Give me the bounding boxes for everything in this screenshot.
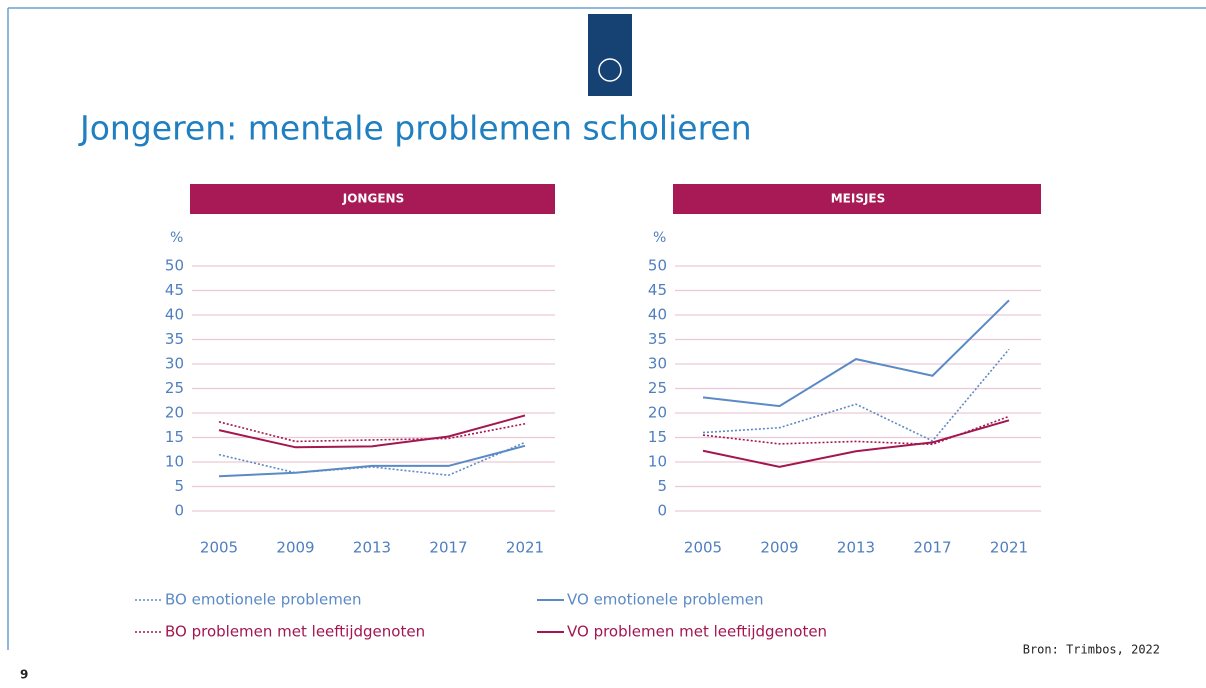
logo-emblem <box>598 58 622 82</box>
legend-label: VO emotionele problemen <box>567 591 764 609</box>
y-tick-label: 50 <box>165 257 184 275</box>
y-tick-label: 50 <box>648 257 667 275</box>
x-tick-label: 2021 <box>990 539 1028 557</box>
legend-label: VO problemen met leeftijdgenoten <box>567 623 827 641</box>
series-line <box>218 414 526 449</box>
logo <box>588 14 632 96</box>
y-tick-label: 5 <box>657 477 667 495</box>
y-tick-label: 5 <box>174 477 184 495</box>
panel-title: MEISJES <box>831 192 886 206</box>
y-tick-label: 20 <box>648 404 667 422</box>
y-tick-label: 0 <box>657 502 667 520</box>
y-tick-label: 35 <box>648 330 667 348</box>
legend-label: BO emotionele problemen <box>165 591 362 609</box>
y-tick-label: 10 <box>648 453 667 471</box>
y-axis-unit: % <box>653 230 666 246</box>
x-tick-label: 2009 <box>276 539 314 557</box>
series-line <box>702 348 1010 442</box>
source: Bron: Trimbos, 2022 <box>1023 643 1160 657</box>
series-line <box>218 444 526 478</box>
y-tick-label: 15 <box>648 428 667 446</box>
slide-title: Jongeren: mentale problemen scholieren <box>78 109 752 148</box>
panel-header <box>190 184 555 214</box>
y-tick-label: 45 <box>648 281 667 299</box>
y-tick-label: 15 <box>165 428 184 446</box>
y-tick-label: 40 <box>648 306 667 324</box>
series-line <box>702 419 1010 468</box>
x-tick-label: 2017 <box>913 539 951 557</box>
y-tick-label: 30 <box>648 355 667 373</box>
panel-title: JONGENS <box>342 192 404 206</box>
panel-header <box>673 184 1041 214</box>
page-number: 9 <box>20 668 28 682</box>
x-tick-label: 2021 <box>506 539 544 557</box>
x-tick-label: 2013 <box>837 539 875 557</box>
y-tick-label: 0 <box>174 502 184 520</box>
y-axis-unit: % <box>170 230 183 246</box>
series-line <box>702 299 1010 408</box>
y-tick-label: 40 <box>165 306 184 324</box>
series-line <box>218 441 526 477</box>
y-tick-label: 20 <box>165 404 184 422</box>
y-tick-label: 10 <box>165 453 184 471</box>
y-tick-label: 25 <box>648 379 667 397</box>
legend-label: BO problemen met leeftijdgenoten <box>165 623 425 641</box>
x-tick-label: 2013 <box>353 539 391 557</box>
y-tick-label: 45 <box>165 281 184 299</box>
x-tick-label: 2009 <box>760 539 798 557</box>
series-line <box>218 421 526 443</box>
y-tick-label: 35 <box>165 330 184 348</box>
x-tick-label: 2005 <box>200 539 238 557</box>
x-tick-label: 2017 <box>429 539 467 557</box>
x-tick-label: 2005 <box>684 539 722 557</box>
y-tick-label: 30 <box>165 355 184 373</box>
y-tick-label: 25 <box>165 379 184 397</box>
